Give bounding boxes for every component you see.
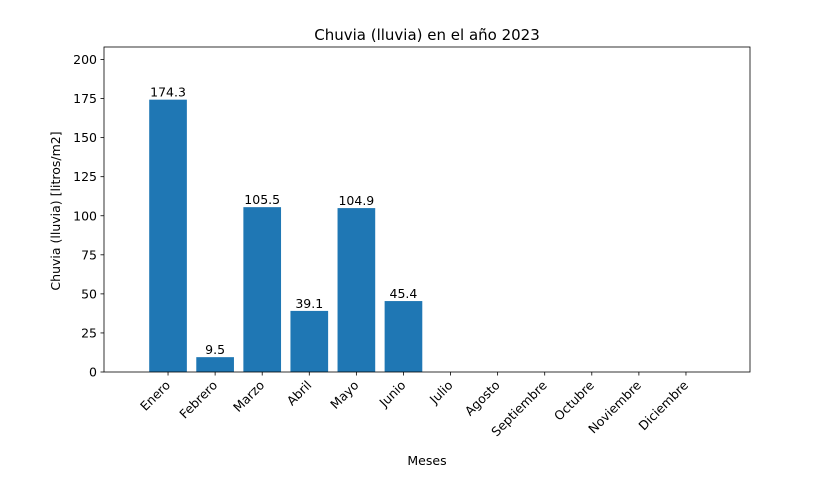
y-axis-label: Chuvia (lluvia) [litros/m2] bbox=[48, 131, 63, 290]
bar-junio bbox=[384, 301, 423, 372]
plot-frame bbox=[103, 46, 751, 373]
x-tick-label-julio: Julio bbox=[426, 378, 456, 408]
x-axis-label: Meses bbox=[407, 453, 446, 468]
x-tick-label-abril: Abril bbox=[284, 378, 315, 409]
bar-marzo bbox=[243, 207, 282, 372]
bar-enero bbox=[149, 99, 187, 372]
x-tick-label-octubre: Octubre bbox=[551, 377, 597, 423]
y-tick-label: 100 bbox=[73, 208, 97, 223]
chart-title: Chuvia (lluvia) en el año 2023 bbox=[314, 26, 540, 44]
plot-area: 174.3 9.5 105.5 39.1 104.9 45.4 0 25 50 75 100 125 1… bbox=[73, 46, 751, 439]
x-tick-label-mayo: Mayo bbox=[327, 378, 361, 412]
y-tick-label: 175 bbox=[73, 91, 97, 106]
bar-abril bbox=[290, 310, 329, 372]
bar-febrero bbox=[196, 357, 234, 372]
bar-mayo bbox=[337, 208, 376, 372]
data-label-abril: 39.1 bbox=[295, 296, 323, 311]
y-tick-label: 75 bbox=[81, 247, 97, 262]
x-tick-label-enero: Enero bbox=[137, 378, 173, 414]
x-tick-label-agosto: Agosto bbox=[462, 378, 503, 419]
y-tick-label: 150 bbox=[73, 130, 97, 145]
y-tick-label: 25 bbox=[81, 325, 97, 340]
data-label-enero: 174.3 bbox=[150, 85, 186, 100]
x-tick-label-junio: Junio bbox=[376, 378, 409, 411]
data-label-junio: 45.4 bbox=[390, 286, 418, 301]
data-label-marzo: 105.5 bbox=[244, 192, 280, 207]
y-tick-label: 0 bbox=[89, 365, 97, 380]
y-tick-label: 50 bbox=[81, 286, 97, 301]
x-tick-label-febrero: Febrero bbox=[176, 378, 220, 422]
x-tick-label-diciembre: Diciembre bbox=[635, 377, 691, 433]
y-tick-label: 200 bbox=[73, 52, 97, 67]
x-tick-label-marzo: Marzo bbox=[230, 378, 267, 415]
data-label-febrero: 9.5 bbox=[205, 342, 225, 357]
y-tick-label: 125 bbox=[73, 169, 97, 184]
data-label-mayo: 104.9 bbox=[338, 193, 374, 208]
